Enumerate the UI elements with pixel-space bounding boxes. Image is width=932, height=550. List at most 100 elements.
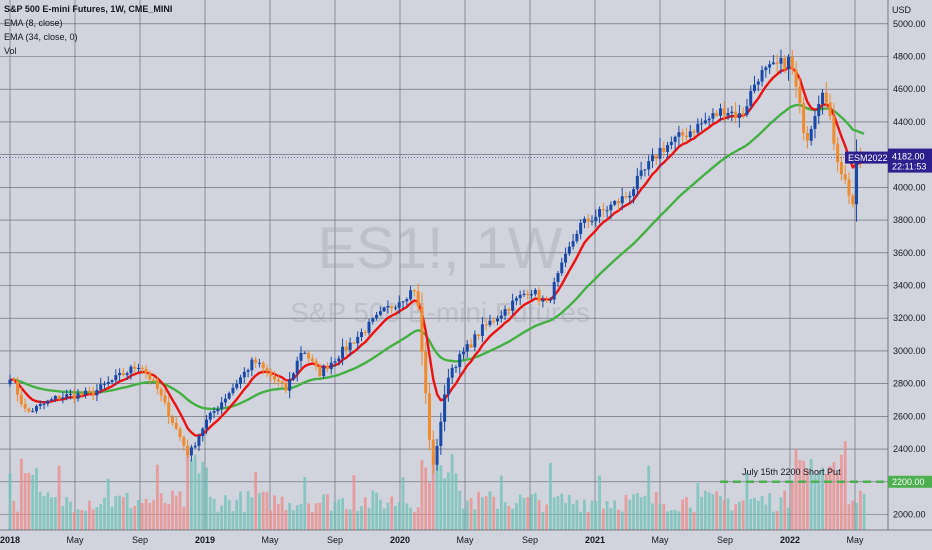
candle-body [72,393,76,399]
volume-bar [140,503,144,530]
price-tag-bg [888,148,932,173]
volume-bar [129,508,133,530]
grid [0,0,888,530]
candle-body [53,395,57,400]
candle-body [420,306,424,352]
volume-bar [276,504,280,530]
candle-body [454,367,458,369]
time-tick-label: 2019 [195,535,215,545]
volume-bar [231,511,235,530]
candle-body [548,299,552,301]
candle-body [378,311,382,315]
candle-body [609,204,613,211]
candle-body [594,216,598,222]
volume-bar [768,493,772,530]
volume-bar [307,503,310,530]
volume-bar [152,499,156,530]
candle-body [601,208,605,211]
volume-bar [685,497,688,530]
candle-body [136,367,140,369]
volume-bar [496,508,499,530]
candle-body [401,301,405,303]
volume-bar [80,510,84,530]
price-tag-countdown: 22:11:53 [892,162,926,172]
volume-bar [431,457,435,530]
volume-bars [8,441,866,530]
candle-body [666,144,670,152]
candle-body [390,306,394,308]
volume-bar [666,511,669,530]
volume-bar [239,491,242,530]
candle-body [106,381,110,384]
legend-volume[interactable]: Vol [4,46,17,56]
volume-bar [658,503,662,530]
candle-body [61,397,65,399]
volume-bar [790,482,794,530]
time-tick-label: May [651,535,669,545]
legend-ema-fast[interactable]: EMA (8, close) [4,18,63,28]
candle-body [828,102,832,117]
candle-body [484,324,488,326]
volume-bar [280,496,284,530]
candle-body [832,116,836,144]
volume-bar [409,507,412,530]
candle-body [223,398,227,403]
candle-body [745,106,749,115]
volume-bar [851,500,855,530]
candle-body [503,309,507,316]
candle-body [231,387,235,394]
volume-bar [806,469,809,530]
candle-body [114,375,118,381]
candle-body [186,445,190,456]
volume-bar [473,509,477,530]
candle-body [65,394,69,398]
volume-bar [125,493,129,530]
volume-bar [741,500,745,530]
time-tick-label: Sep [522,535,538,545]
candle-body [480,324,484,336]
candle-body [654,155,658,159]
candle-body [590,221,594,223]
volume-bar [50,497,53,530]
volume-bar [635,493,639,530]
candle-body [511,300,515,311]
candle-body [771,62,775,65]
candle-body [273,376,277,380]
candle-body [159,388,163,396]
volume-bar [35,468,38,530]
volume-bar [106,478,110,530]
volume-bar [72,511,76,530]
volume-bar [647,465,651,530]
candle-body [50,399,54,401]
candle-body [477,334,481,336]
volume-bar [590,500,594,530]
volume-bar [118,495,121,530]
candle-body [57,395,61,399]
legend-ema-slow[interactable]: EMA (34, close, 0) [4,32,78,42]
volume-bar [564,503,567,530]
volume-bar [186,447,190,530]
volume-bar [190,459,193,530]
time-tick-label: May [846,535,864,545]
volume-bar [31,474,35,530]
candle-body [178,428,182,438]
candle-body [435,445,439,465]
candle-body [34,405,38,412]
volume-bar [424,467,428,530]
volume-bar [586,511,590,530]
volume-bar [824,473,828,530]
volume-bar [235,499,239,530]
volume-bar [802,460,806,530]
volume-bar [722,499,726,530]
candle-body [465,344,469,352]
candle-body [239,377,243,384]
candle-body [246,370,250,372]
volume-bar [507,505,511,530]
short-put-level-label: July 15th 2200 Short Put [742,467,841,477]
candle-body [348,342,352,350]
volume-bar [598,475,601,530]
volume-bar [295,505,299,530]
candle-body [337,358,341,362]
candle-body [741,113,745,115]
